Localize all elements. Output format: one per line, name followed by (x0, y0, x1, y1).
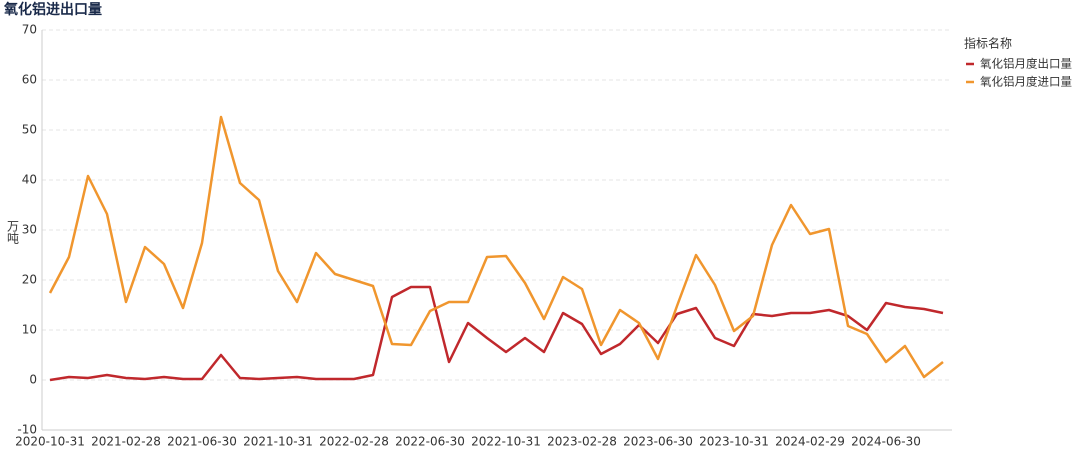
x-tick-label: 2023-02-28 (547, 435, 617, 449)
x-tick-label: 2024-06-30 (851, 435, 921, 449)
y-tick-label: 30 (22, 223, 37, 237)
x-tick-label: 2020-10-31 (15, 435, 85, 449)
y-tick-label: 20 (22, 273, 37, 287)
y-tick-label: 70 (22, 23, 37, 37)
x-tick-label: 2022-06-30 (395, 435, 465, 449)
y-tick-label: 50 (22, 123, 37, 137)
x-tick-label: 2021-06-30 (167, 435, 237, 449)
y-tick-label: -10 (17, 423, 37, 437)
y-axis-label: 万吨 (6, 220, 20, 244)
chart-title: 氧化铝进出口量 (3, 1, 102, 18)
legend-label: 氧化铝月度进口量 (980, 75, 1072, 89)
x-tick-label: 2024-02-29 (775, 435, 845, 449)
x-tick-label: 2021-10-31 (243, 435, 313, 449)
legend-title: 指标名称 (964, 36, 1012, 51)
x-tick-label: 2023-06-30 (623, 435, 693, 449)
x-tick-label: 2021-02-28 (91, 435, 161, 449)
line-series (48, 115, 944, 379)
y-tick-label: 10 (22, 323, 37, 337)
y-tick-label: 60 (22, 73, 37, 87)
line-series (49, 285, 944, 382)
y-tick-label: 0 (29, 373, 37, 387)
x-tick-label: 2022-10-31 (471, 435, 541, 449)
legend-label: 氧化铝月度出口量 (980, 57, 1072, 71)
x-tick-label: 2023-10-31 (699, 435, 769, 449)
x-tick-label: 2022-02-28 (319, 435, 389, 449)
y-tick-label: 40 (22, 173, 37, 187)
